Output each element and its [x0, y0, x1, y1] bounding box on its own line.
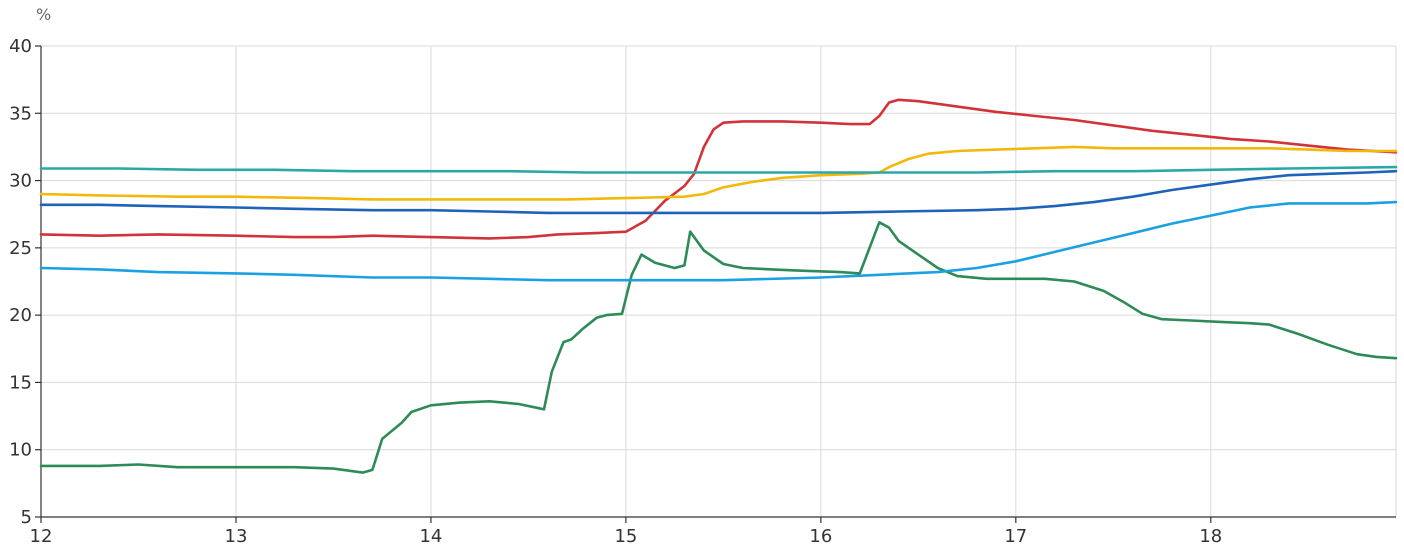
y-tick-label: 5 [21, 507, 32, 528]
y-tick-label: 15 [9, 372, 32, 393]
x-tick-label: 13 [225, 526, 248, 547]
series-line-6 [39, 165, 1398, 174]
axes [35, 45, 1396, 523]
tick-labels: 5 10 15 20 25 30 35 40 12 13 14 15 16 17 18 [9, 36, 1222, 547]
series-line-3 [39, 98, 1398, 240]
series-group [39, 98, 1398, 474]
grid [41, 45, 1397, 517]
y-axis-unit-label: % [36, 5, 51, 24]
y-tick-label: 10 [9, 440, 32, 461]
y-tick-label: 35 [9, 103, 32, 124]
y-tick-label: 25 [9, 238, 32, 259]
x-tick-label: 15 [614, 526, 637, 547]
y-tick-label: 20 [9, 305, 32, 326]
series-line-1 [39, 221, 1398, 474]
x-tick-label: 16 [809, 526, 832, 547]
x-tick-label: 18 [1199, 526, 1222, 547]
x-tick-label: 14 [419, 526, 442, 547]
series-line-5 [39, 169, 1398, 215]
y-tick-label: 40 [9, 36, 32, 57]
x-tick-label: 17 [1004, 526, 1027, 547]
y-tick-label: 30 [9, 171, 32, 192]
series-line-2 [39, 200, 1398, 282]
x-tick-label: 12 [30, 526, 53, 547]
